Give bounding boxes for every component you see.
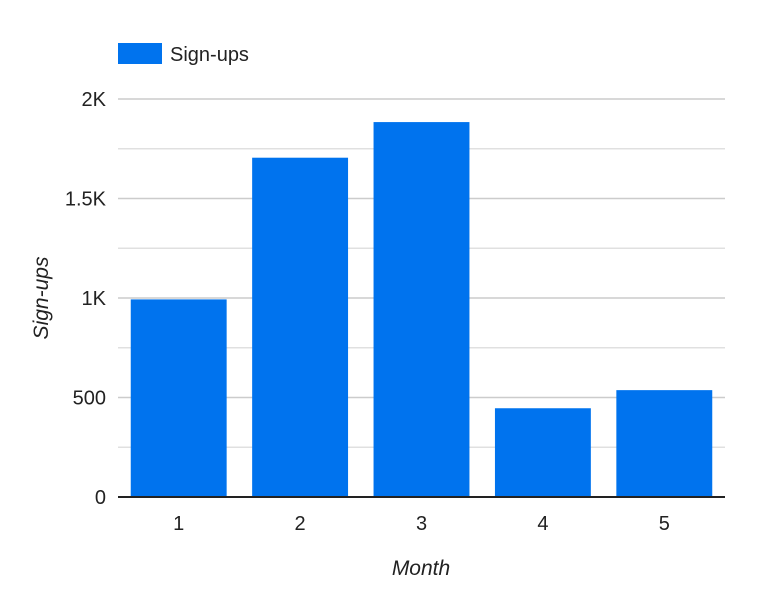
legend: Sign-ups [118, 43, 249, 66]
bar [252, 157, 349, 497]
bar [494, 408, 591, 497]
legend-swatch [118, 43, 162, 64]
x-axis-tick-labels: 1 2 3 4 5 [173, 513, 670, 535]
y-tick-label: 0 [95, 487, 106, 509]
y-tick-label: 1K [82, 288, 107, 310]
bars [130, 122, 713, 498]
y-axis-title: Sign-ups [30, 256, 53, 339]
bar [616, 390, 713, 497]
x-tick-label: 4 [537, 513, 548, 535]
x-tick-label: 3 [416, 513, 427, 535]
x-tick-label: 2 [295, 513, 306, 535]
bar [130, 299, 227, 497]
x-tick-label: 5 [659, 513, 670, 535]
y-tick-label: 2K [82, 89, 107, 111]
x-tick-label: 1 [173, 513, 184, 535]
y-axis-tick-labels: 0 500 1K 1.5K 2K [65, 89, 107, 509]
y-tick-label: 1.5K [65, 189, 107, 211]
legend-label: Sign-ups [170, 44, 249, 66]
x-axis-title: Month [392, 557, 450, 580]
bar [373, 122, 470, 498]
y-tick-label: 500 [73, 388, 106, 410]
